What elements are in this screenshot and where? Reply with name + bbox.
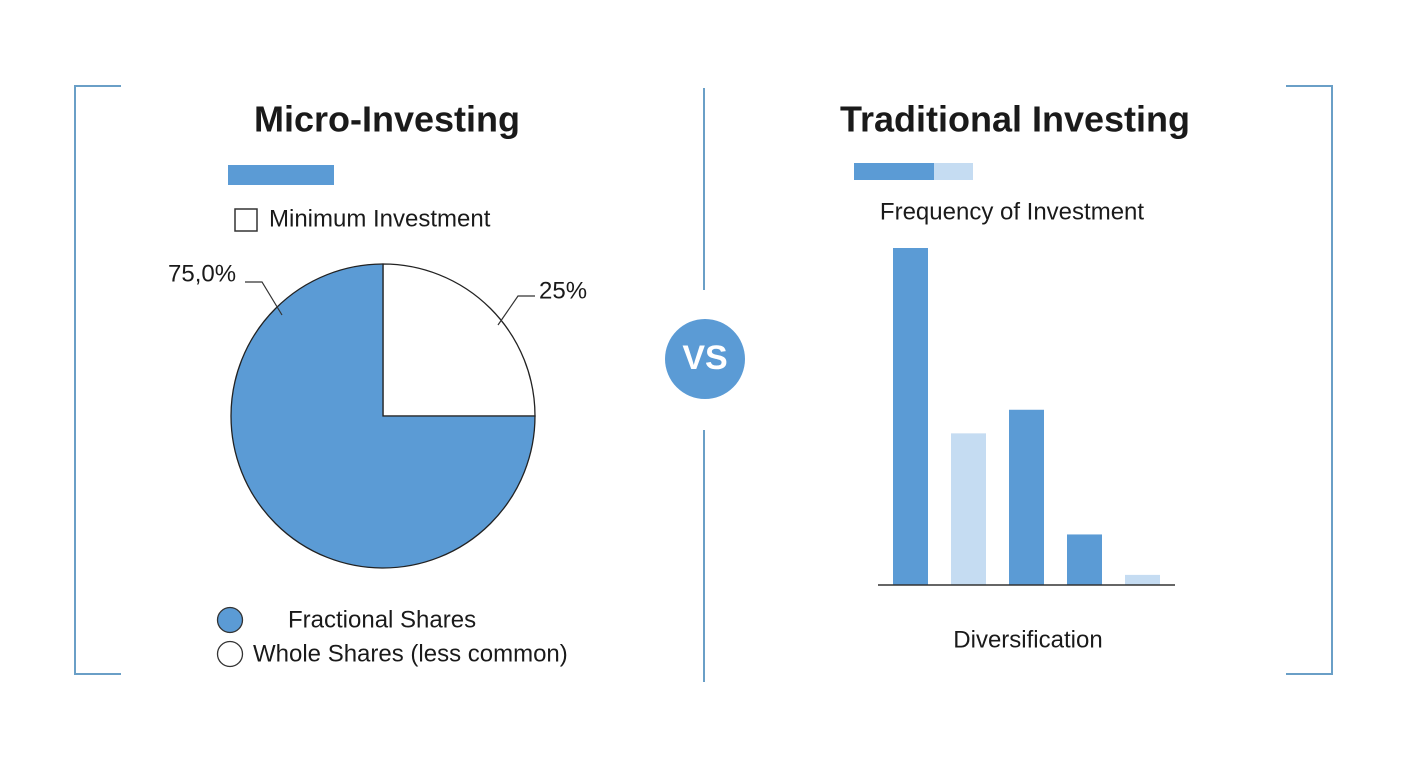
data-label: 25% <box>539 277 587 304</box>
chart-title: Micro-Investing <box>254 99 520 140</box>
legend-swatch <box>216 640 244 668</box>
pie <box>230 263 536 569</box>
data-label: 75,0% <box>168 260 236 287</box>
legend-label: Fractional Shares <box>288 606 476 633</box>
chart-subtitle: Minimum Investment <box>269 205 491 232</box>
accent-bar <box>854 163 934 180</box>
right-bracket <box>1286 85 1333 675</box>
legend-swatch <box>216 606 244 634</box>
accent-bar <box>228 165 334 185</box>
bars <box>893 248 1160 585</box>
bar <box>893 248 928 585</box>
bar <box>1009 409 1044 585</box>
checkbox <box>234 208 258 232</box>
vs-label: VS <box>682 339 727 377</box>
pie-slice <box>382 263 536 417</box>
bar <box>1067 534 1102 585</box>
leader-line <box>245 281 283 316</box>
left-bracket <box>74 85 121 675</box>
chart-title: Traditional Investing <box>840 99 1190 140</box>
frame <box>74 85 1333 682</box>
chart-subtitle: Frequency of Investment <box>880 198 1144 225</box>
legend-label: Whole Shares (less common) <box>253 640 568 667</box>
bar <box>951 433 986 585</box>
x-axis-label: Diversification <box>953 626 1102 653</box>
leader-line <box>497 295 535 326</box>
pie-slice <box>230 263 536 569</box>
accent-bar <box>934 163 973 180</box>
bar <box>1125 574 1160 585</box>
vs-badge <box>665 319 745 399</box>
